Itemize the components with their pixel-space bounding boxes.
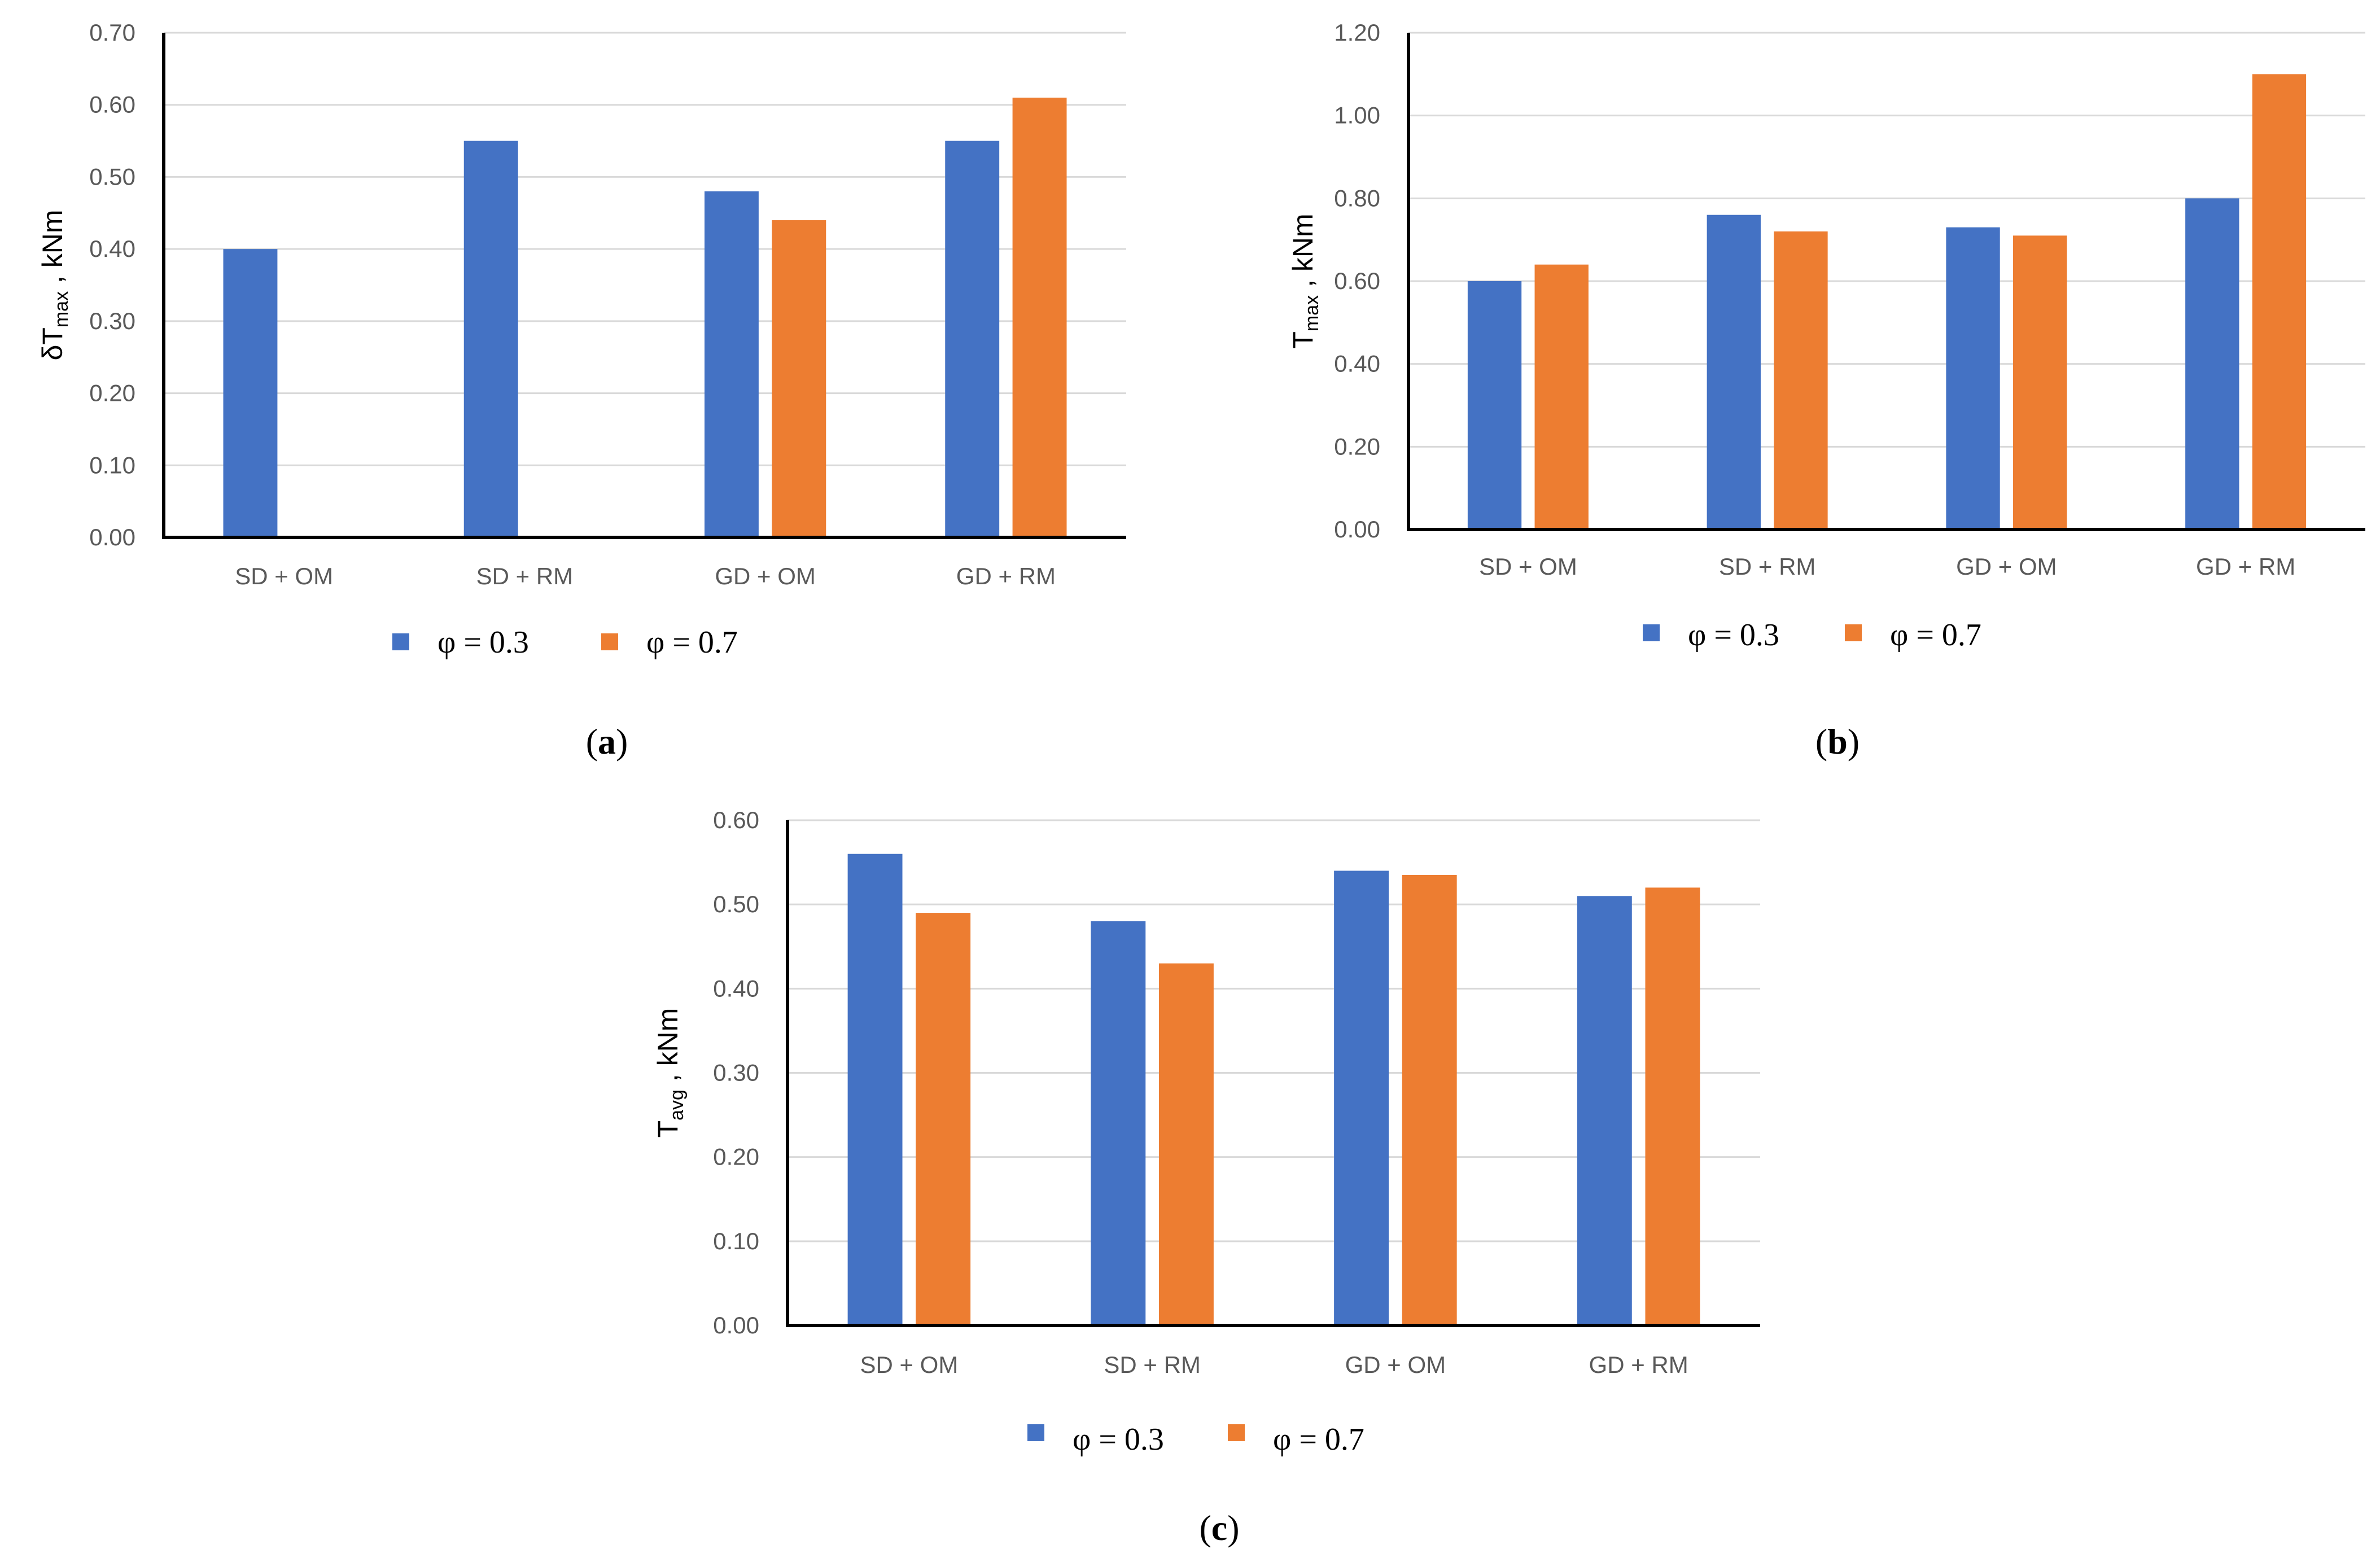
bar-phi-07 bbox=[1774, 231, 1828, 530]
bar-phi-03 bbox=[945, 141, 1000, 538]
x-tick-label: SD + OM bbox=[235, 563, 333, 589]
panel-caption: (b) bbox=[1815, 721, 1860, 762]
chart-b: 0.00 0.20 0.40 0.60 0.80 1.00 1.20 SD + OM SD + … bbox=[1287, 19, 2365, 762]
bar-phi-03 bbox=[463, 141, 518, 538]
panel-caption: (c) bbox=[1199, 1508, 1239, 1548]
legend-swatch bbox=[1027, 1424, 1044, 1441]
legend-label: φ = 0.3 bbox=[438, 625, 529, 660]
bar-phi-07 bbox=[1158, 963, 1214, 1325]
y-tick-label: 0.10 bbox=[89, 452, 135, 478]
bar-phi-03 bbox=[1467, 281, 1522, 530]
y-tick-label: 0.00 bbox=[89, 524, 135, 550]
bar-phi-03 bbox=[1334, 870, 1389, 1325]
x-tick-label: GD + OM bbox=[715, 563, 816, 589]
y-tick-label: 0.30 bbox=[713, 1060, 759, 1086]
y-axis-label: Tavg , kNm bbox=[652, 1008, 688, 1138]
bar-phi-07 bbox=[916, 913, 971, 1325]
y-tick-label: 0.00 bbox=[713, 1312, 759, 1338]
bar-phi-07 bbox=[1402, 874, 1457, 1325]
bar-phi-07 bbox=[772, 220, 826, 537]
y-tick-label: 0.60 bbox=[89, 91, 135, 118]
y-tick-label: 0.40 bbox=[713, 975, 759, 1001]
y-tick-label: 0.20 bbox=[89, 380, 135, 406]
bar-phi-03 bbox=[704, 191, 759, 537]
x-tick-label: SD + RM bbox=[476, 563, 574, 589]
y-tick-label: 0.20 bbox=[1334, 433, 1380, 460]
y-tick-label: 0.20 bbox=[713, 1144, 759, 1170]
legend-swatch bbox=[392, 633, 409, 650]
chart-a: 0.00 0.10 0.20 0.30 0.40 0.50 0.60 0.70 SD + OM S… bbox=[37, 19, 1126, 762]
bar-phi-03 bbox=[2185, 198, 2239, 530]
y-axis-label: Tmax , kNm bbox=[1287, 213, 1323, 348]
y-tick-label: 0.80 bbox=[1334, 185, 1380, 211]
bar-phi-07 bbox=[2252, 74, 2307, 530]
y-tick-label: 0.40 bbox=[1334, 351, 1380, 377]
bar-phi-03 bbox=[1091, 921, 1146, 1325]
y-tick-label: 1.20 bbox=[1334, 19, 1380, 46]
x-tick-label: GD + RM bbox=[1589, 1351, 1688, 1378]
bar-phi-07 bbox=[1534, 264, 1589, 530]
bar-phi-03 bbox=[1577, 896, 1632, 1325]
x-tick-label: SD + RM bbox=[1104, 1351, 1201, 1378]
legend-label: φ = 0.3 bbox=[1073, 1422, 1164, 1457]
legend-label: φ = 0.3 bbox=[1688, 618, 1779, 653]
y-tick-label: 0.70 bbox=[89, 19, 135, 46]
bar-phi-07 bbox=[2013, 235, 2067, 530]
y-tick-label: 1.00 bbox=[1334, 102, 1380, 129]
y-tick-label: 0.40 bbox=[89, 235, 135, 262]
y-tick-label: 0.60 bbox=[1334, 268, 1380, 294]
x-tick-label: GD + OM bbox=[1956, 553, 2057, 580]
legend-swatch bbox=[1228, 1424, 1245, 1441]
x-tick-label: SD + OM bbox=[1479, 553, 1577, 580]
y-tick-label: 0.00 bbox=[1334, 516, 1380, 542]
y-tick-label: 0.50 bbox=[713, 891, 759, 917]
y-tick-label: 0.30 bbox=[89, 308, 135, 334]
y-tick-label: 0.50 bbox=[89, 163, 135, 190]
x-tick-label: GD + RM bbox=[2196, 553, 2295, 580]
y-tick-label: 0.60 bbox=[713, 807, 759, 833]
chart-c: 0.00 0.10 0.20 0.30 0.40 0.50 0.60 SD + OM SD + … bbox=[652, 807, 1760, 1548]
y-axis-label: δTmax , kNm bbox=[37, 209, 72, 360]
bar-phi-03 bbox=[1946, 227, 2000, 530]
x-tick-label: GD + OM bbox=[1345, 1351, 1446, 1378]
bar-phi-07 bbox=[1645, 887, 1700, 1325]
legend-swatch bbox=[1845, 624, 1862, 641]
y-tick-label: 0.10 bbox=[713, 1228, 759, 1254]
bar-phi-07 bbox=[1012, 97, 1067, 537]
legend-swatch bbox=[601, 633, 618, 650]
x-tick-label: SD + OM bbox=[860, 1351, 958, 1378]
bar-phi-03 bbox=[223, 249, 278, 537]
panel-caption: (a) bbox=[586, 721, 628, 762]
bar-phi-03 bbox=[847, 854, 903, 1325]
x-tick-label: SD + RM bbox=[1719, 553, 1816, 580]
legend-label: φ = 0.7 bbox=[1890, 618, 1981, 653]
legend-swatch bbox=[1643, 624, 1660, 641]
legend-label: φ = 0.7 bbox=[1273, 1422, 1364, 1457]
bar-phi-03 bbox=[1707, 215, 1761, 530]
legend-label: φ = 0.7 bbox=[646, 625, 738, 660]
x-tick-label: GD + RM bbox=[956, 563, 1056, 589]
